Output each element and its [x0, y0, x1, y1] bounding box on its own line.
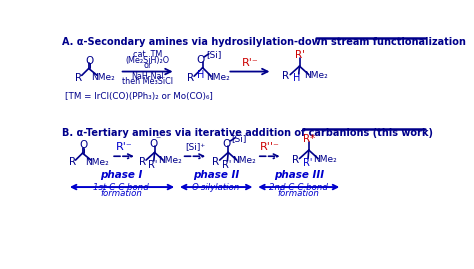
Text: [Si]⁺: [Si]⁺: [185, 143, 205, 151]
Text: H: H: [293, 73, 300, 83]
Text: R: R: [282, 71, 289, 81]
Text: R': R': [222, 161, 231, 171]
Text: NMe₂: NMe₂: [232, 156, 255, 165]
Text: NMe₂: NMe₂: [158, 156, 182, 165]
Text: O: O: [85, 56, 93, 66]
Text: NMe₂: NMe₂: [85, 158, 109, 167]
Text: H: H: [197, 70, 205, 80]
Text: phase I: phase I: [100, 171, 143, 180]
Text: NMe₂: NMe₂: [304, 71, 328, 80]
Text: or: or: [144, 61, 152, 69]
Text: NMe₂: NMe₂: [91, 73, 115, 82]
Text: R: R: [75, 73, 82, 83]
Text: (Me₂SiH)₂O: (Me₂SiH)₂O: [126, 55, 170, 65]
Text: O: O: [79, 140, 87, 150]
Text: NaH-NaI: NaH-NaI: [131, 72, 164, 82]
Text: ⁻: ⁻: [155, 135, 160, 145]
Text: cat. TM: cat. TM: [133, 50, 162, 59]
Text: R: R: [292, 155, 299, 165]
Text: R: R: [187, 73, 194, 83]
Text: O-silylation: O-silylation: [191, 183, 240, 192]
Text: phase II: phase II: [192, 171, 239, 180]
Text: B. α-Tertiary amines via iterative addition of carbanions (this work): B. α-Tertiary amines via iterative addit…: [63, 128, 433, 138]
Text: R: R: [138, 157, 146, 167]
Text: NMe₂: NMe₂: [206, 73, 230, 82]
Text: R': R': [148, 161, 158, 171]
Text: [TM = IrCl(CO)(PPh₃)₂ or Mo(CO)₆]: [TM = IrCl(CO)(PPh₃)₂ or Mo(CO)₆]: [64, 93, 212, 101]
Text: R'⁻: R'⁻: [242, 58, 258, 68]
Text: formation: formation: [100, 189, 142, 198]
Text: O: O: [196, 55, 204, 65]
Text: formation: formation: [278, 189, 319, 198]
Text: A. α-Secondary amines via hydrosilylation-down stream functionalization: A. α-Secondary amines via hydrosilylatio…: [63, 37, 466, 47]
Text: NMe₂: NMe₂: [313, 155, 337, 164]
Text: R': R': [302, 158, 312, 168]
Text: [Si]: [Si]: [206, 50, 221, 59]
Text: R'⁻: R'⁻: [116, 142, 133, 152]
Text: phase III: phase III: [273, 171, 324, 180]
Text: then Me₃SiCl: then Me₃SiCl: [122, 77, 173, 86]
Text: [Si]: [Si]: [231, 134, 247, 143]
Text: R: R: [212, 157, 219, 167]
Text: O: O: [149, 139, 157, 149]
Text: R''⁻: R''⁻: [260, 142, 280, 152]
Text: 2nd C-C bond: 2nd C-C bond: [269, 183, 328, 192]
Text: O: O: [222, 139, 231, 149]
Text: R': R': [295, 49, 305, 60]
Text: 1st C-C bond: 1st C-C bond: [93, 183, 149, 192]
Text: R: R: [69, 157, 76, 167]
Text: R*: R*: [303, 133, 316, 144]
